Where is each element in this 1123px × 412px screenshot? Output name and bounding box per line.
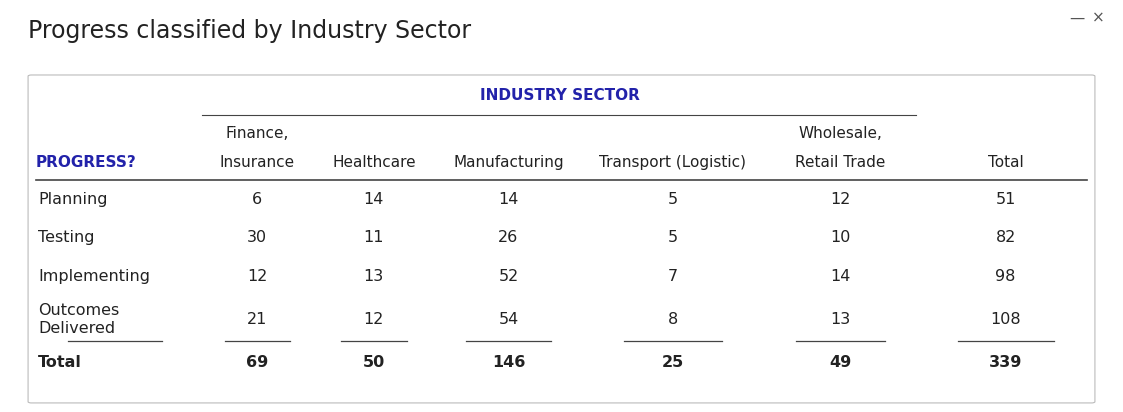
Text: 98: 98 <box>995 269 1016 284</box>
Text: 51: 51 <box>995 192 1016 207</box>
Text: 49: 49 <box>829 356 851 370</box>
Text: 14: 14 <box>499 192 519 207</box>
Text: Retail Trade: Retail Trade <box>795 155 886 170</box>
Text: 6: 6 <box>253 192 263 207</box>
Text: Wholesale,: Wholesale, <box>798 126 883 140</box>
Text: Testing: Testing <box>38 230 94 246</box>
Text: Transport (Logistic): Transport (Logistic) <box>600 155 747 170</box>
Text: Insurance: Insurance <box>220 155 295 170</box>
Text: Healthcare: Healthcare <box>332 155 416 170</box>
Text: 25: 25 <box>661 356 684 370</box>
Text: INDUSTRY SECTOR: INDUSTRY SECTOR <box>480 88 640 103</box>
Text: 30: 30 <box>247 230 267 246</box>
Text: 108: 108 <box>990 312 1021 327</box>
Text: 13: 13 <box>364 269 384 284</box>
FancyBboxPatch shape <box>28 75 1095 403</box>
Text: 14: 14 <box>364 192 384 207</box>
Text: 52: 52 <box>499 269 519 284</box>
Text: 54: 54 <box>499 312 519 327</box>
Text: 26: 26 <box>499 230 519 246</box>
Text: PROGRESS?: PROGRESS? <box>36 155 137 170</box>
Text: Delivered: Delivered <box>38 321 116 336</box>
Text: 10: 10 <box>830 230 850 246</box>
Text: Progress classified by Industry Sector: Progress classified by Industry Sector <box>28 19 472 42</box>
Text: 50: 50 <box>363 356 385 370</box>
Text: Finance,: Finance, <box>226 126 289 140</box>
Text: Manufacturing: Manufacturing <box>454 155 564 170</box>
Text: 69: 69 <box>246 356 268 370</box>
Text: 8: 8 <box>668 312 678 327</box>
Text: 13: 13 <box>830 312 850 327</box>
Text: Total: Total <box>38 356 82 370</box>
Text: 14: 14 <box>830 269 850 284</box>
Text: —: — <box>1069 10 1085 25</box>
Text: Implementing: Implementing <box>38 269 150 284</box>
Text: 146: 146 <box>492 356 526 370</box>
Text: 5: 5 <box>668 192 678 207</box>
Text: 12: 12 <box>364 312 384 327</box>
Text: 12: 12 <box>830 192 850 207</box>
Text: Planning: Planning <box>38 192 108 207</box>
Text: Outcomes: Outcomes <box>38 303 119 318</box>
Text: 5: 5 <box>668 230 678 246</box>
Text: 11: 11 <box>364 230 384 246</box>
Text: 12: 12 <box>247 269 267 284</box>
Text: ×: × <box>1092 10 1104 25</box>
Text: 82: 82 <box>995 230 1016 246</box>
Text: 7: 7 <box>668 269 678 284</box>
Text: 339: 339 <box>989 356 1022 370</box>
Text: 21: 21 <box>247 312 267 327</box>
Text: Total: Total <box>988 155 1023 170</box>
